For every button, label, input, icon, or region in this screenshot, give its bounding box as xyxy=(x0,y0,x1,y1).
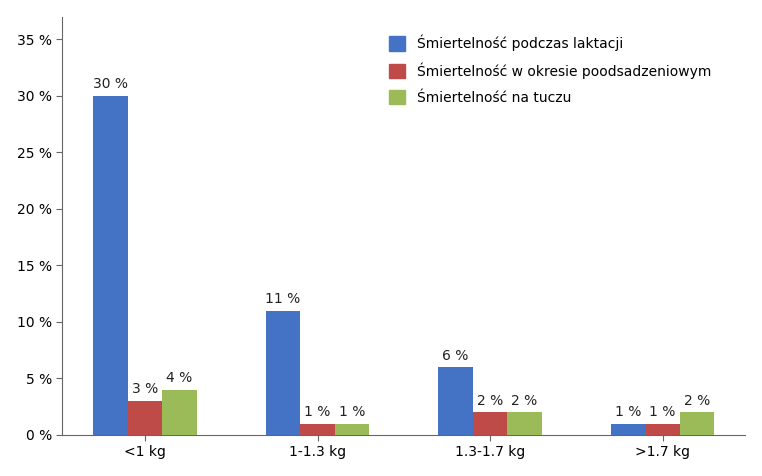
Bar xyxy=(611,424,645,435)
Text: 30 %: 30 % xyxy=(93,77,128,91)
Text: 4 %: 4 % xyxy=(166,371,193,385)
Bar xyxy=(128,401,162,435)
Text: 3 %: 3 % xyxy=(132,383,158,397)
Bar xyxy=(300,424,335,435)
Bar xyxy=(507,412,542,435)
Bar xyxy=(645,424,680,435)
Text: 2 %: 2 % xyxy=(511,394,538,408)
Text: 1 %: 1 % xyxy=(304,405,331,419)
Text: 2 %: 2 % xyxy=(684,394,710,408)
Bar xyxy=(438,367,472,435)
Legend: Śmiertelność podczas laktacji, Śmiertelność w okresie poodsadzeniowym, Śmierteln: Śmiertelność podczas laktacji, Śmierteln… xyxy=(382,28,718,112)
Bar xyxy=(680,412,714,435)
Text: 11 %: 11 % xyxy=(265,292,301,306)
Bar xyxy=(266,310,300,435)
Bar xyxy=(93,96,128,435)
Bar xyxy=(472,412,507,435)
Bar xyxy=(162,390,197,435)
Text: 1 %: 1 % xyxy=(615,405,641,419)
Text: 2 %: 2 % xyxy=(477,394,503,408)
Text: 6 %: 6 % xyxy=(442,348,469,363)
Bar xyxy=(335,424,370,435)
Text: 1 %: 1 % xyxy=(649,405,676,419)
Text: 1 %: 1 % xyxy=(339,405,365,419)
